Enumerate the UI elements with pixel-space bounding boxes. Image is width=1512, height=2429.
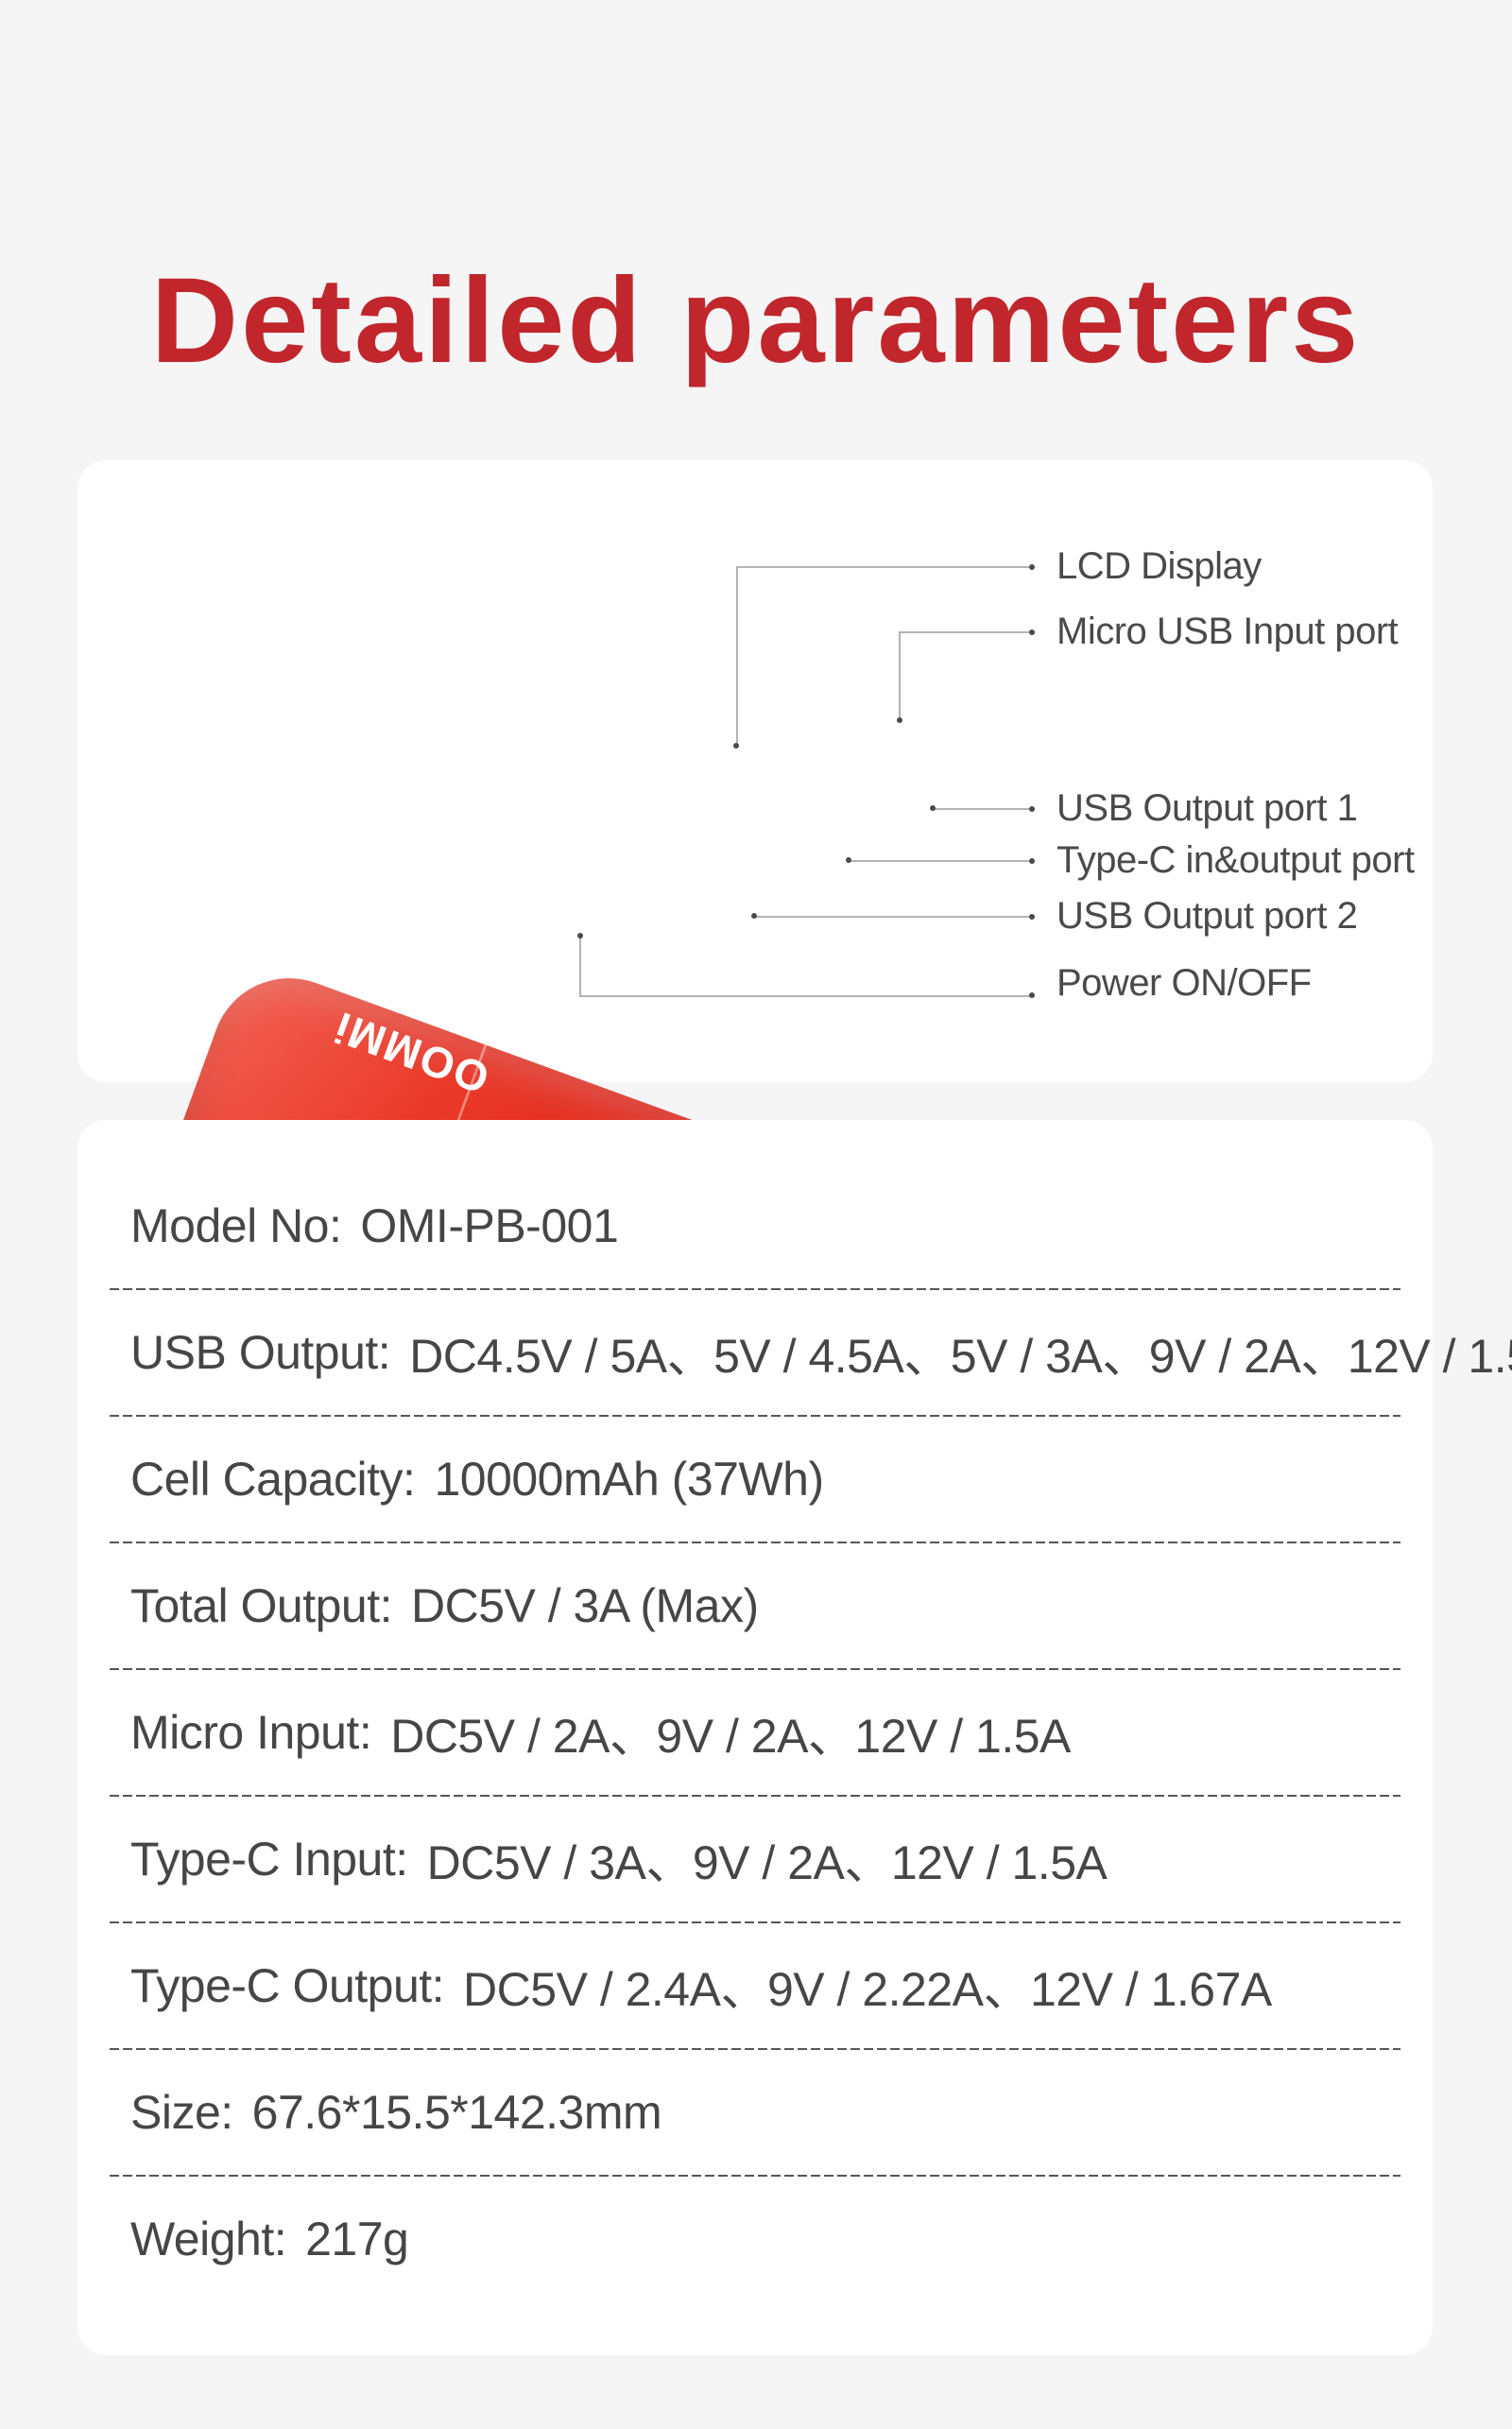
- dashed-separator: [110, 2175, 1400, 2177]
- spec-value: OMI-PB-001: [360, 1199, 619, 1252]
- spec-label: Size:: [130, 2086, 233, 2139]
- callout-line-lcd: [737, 566, 1035, 568]
- callout-label-usb-output-1: USB Output port 1: [1057, 787, 1358, 829]
- spec-value: DC5V / 2A、9V / 2A、12V / 1.5A: [390, 1710, 1071, 1763]
- callout-line-micro-usb: [899, 631, 1035, 633]
- spec-value: DC4.5V / 5A、5V / 4.5A、5V / 3A、9V / 2A、12…: [409, 1330, 1512, 1383]
- spec-row-total-output: Total Output: DC5V / 3A (Max): [110, 1543, 1400, 1668]
- product-image-card: OOMMi +100% + 10 Type-C: [77, 460, 1433, 1488]
- callout-line-usb2: [755, 916, 1035, 918]
- callout-label-typec-inoutput: Type-C in&output port: [1057, 839, 1415, 881]
- callout-line-power: [579, 937, 581, 995]
- callout-line-lcd: [736, 566, 738, 746]
- spec-value: DC5V / 3A、9V / 2A、12V / 1.5A: [426, 1836, 1108, 1889]
- callout-line-typec: [850, 860, 1035, 862]
- callout-dot: [846, 857, 851, 863]
- spec-row-cell-capacity: Cell Capacity: 10000mAh (37Wh): [110, 1417, 1400, 1542]
- spec-label: Model No:: [130, 1199, 342, 1252]
- spec-label: Total Output:: [130, 1579, 393, 1632]
- callout-dot: [1029, 992, 1035, 998]
- callout-dot: [1029, 629, 1035, 635]
- callout-dot: [1029, 806, 1035, 812]
- callout-dot: [897, 717, 902, 723]
- spec-label: Weight:: [130, 2213, 287, 2265]
- callout-dot: [577, 933, 583, 939]
- spec-row-typec-output: Type-C Output: DC5V / 2.4A、9V / 2.22A、12…: [110, 1923, 1400, 2048]
- dashed-separator: [110, 1288, 1400, 1290]
- callout-dot: [1029, 564, 1035, 570]
- callout-label-lcd-display: LCD Display: [1057, 545, 1262, 587]
- callout-label-power-on-off: Power ON/OFF: [1057, 962, 1312, 1004]
- callout-line-micro-usb: [899, 631, 901, 720]
- spec-label: Type-C Input:: [130, 1833, 408, 1886]
- spec-row-usb-output: USB Output: DC4.5V / 5A、5V / 4.5A、5V / 3…: [110, 1290, 1512, 1415]
- spec-value: 217g: [305, 2213, 409, 2265]
- dashed-separator: [110, 1542, 1400, 1543]
- callout-dot: [1029, 858, 1035, 864]
- callout-dot: [733, 743, 739, 749]
- dashed-separator: [110, 1668, 1400, 1670]
- callout-label-usb-output-2: USB Output port 2: [1057, 895, 1358, 937]
- dashed-separator: [110, 1921, 1400, 1923]
- spec-row-micro-input: Micro Input: DC5V / 2A、9V / 2A、12V / 1.5…: [110, 1670, 1400, 1795]
- spec-row-weight: Weight: 217g: [110, 2177, 1400, 2301]
- dashed-separator: [110, 1415, 1400, 1417]
- spec-label: Cell Capacity:: [130, 1453, 416, 1506]
- dashed-separator: [110, 2048, 1400, 2050]
- spec-row-typec-input: Type-C Input: DC5V / 3A、9V / 2A、12V / 1.…: [110, 1797, 1400, 1921]
- callout-dot: [930, 805, 936, 811]
- spec-value: 67.6*15.5*142.3mm: [251, 2086, 662, 2139]
- callout-line-power: [579, 995, 1035, 997]
- spec-value: 10000mAh (37Wh): [434, 1453, 824, 1506]
- spec-value: DC5V / 3A (Max): [411, 1579, 759, 1632]
- callout-dot: [1029, 914, 1035, 920]
- callout-dot: [751, 913, 757, 919]
- page-title: Detailed parameters: [150, 252, 1362, 388]
- spec-value: DC5V / 2.4A、9V / 2.22A、12V / 1.67A: [463, 1963, 1272, 2016]
- spec-table-card: Model No: OMI-PB-001 USB Output: DC4.5V …: [77, 1120, 1512, 2355]
- spec-label: Type-C Output:: [130, 1959, 445, 2012]
- spec-row-size: Size: 67.6*15.5*142.3mm: [110, 2050, 1400, 2175]
- callout-line-usb1: [934, 808, 1035, 810]
- spec-row-model-no: Model No: OMI-PB-001: [110, 1163, 1400, 1288]
- spec-label: USB Output:: [130, 1326, 391, 1379]
- dashed-separator: [110, 1795, 1400, 1797]
- callout-label-micro-usb-input: Micro USB Input port: [1057, 611, 1399, 652]
- spec-label: Micro Input:: [130, 1706, 372, 1759]
